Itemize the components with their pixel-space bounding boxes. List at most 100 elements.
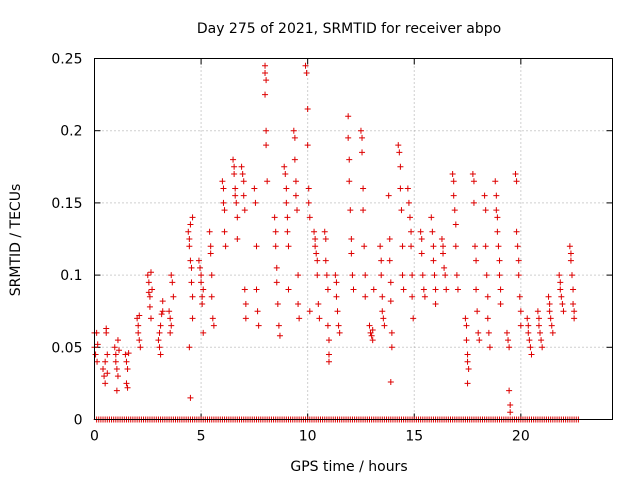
data-point (524, 315, 531, 322)
data-point (103, 329, 110, 336)
data-point (567, 250, 574, 257)
data-point (271, 214, 278, 221)
data-point (483, 272, 490, 279)
data-point (421, 293, 428, 300)
data-point (345, 134, 352, 141)
data-point (464, 351, 471, 358)
data-point (170, 293, 177, 300)
data-point (159, 298, 166, 305)
data-point (322, 236, 329, 242)
data-point (333, 293, 340, 300)
data-point (252, 199, 259, 206)
data-point (463, 337, 470, 344)
data-point (397, 185, 404, 192)
data-point (492, 178, 499, 185)
data-point (292, 178, 299, 185)
data-point (197, 264, 204, 271)
data-point (347, 207, 354, 214)
data-point (409, 293, 416, 300)
data-point (463, 322, 470, 329)
data-point (325, 358, 332, 365)
data-point (296, 315, 303, 322)
data-point (452, 243, 459, 250)
data-point (497, 300, 504, 307)
data-point (438, 236, 445, 242)
data-point (144, 272, 151, 279)
data-point (284, 214, 291, 221)
data-point (199, 300, 206, 307)
data-point (253, 243, 260, 250)
data-point (495, 243, 502, 250)
data-point (516, 293, 523, 300)
data-point (470, 178, 477, 185)
data-point (399, 272, 406, 279)
data-point (241, 207, 248, 214)
data-point (462, 315, 469, 322)
data-point (473, 257, 480, 264)
data-point (334, 308, 341, 315)
data-point (231, 171, 238, 178)
data-point (135, 322, 142, 329)
data-point (379, 293, 386, 300)
data-point (145, 289, 152, 296)
data-point (418, 250, 425, 257)
data-point (400, 286, 407, 293)
data-point (443, 286, 450, 293)
data-point (137, 344, 144, 351)
y-tick-label: 0 (74, 413, 83, 429)
data-point (198, 279, 205, 286)
data-point (484, 315, 491, 322)
data-point (440, 243, 447, 250)
data-point (378, 272, 385, 279)
data-point (535, 315, 542, 322)
data-point (94, 358, 101, 365)
data-point (547, 315, 554, 322)
data-point (325, 351, 332, 358)
data-point (377, 243, 384, 250)
data-point (113, 365, 120, 372)
data-point (125, 350, 132, 357)
data-point (558, 293, 565, 300)
data-point (397, 163, 404, 170)
data-point (114, 373, 121, 380)
data-point (304, 142, 311, 149)
data-point (314, 272, 321, 279)
data-point (232, 185, 239, 192)
data-point (104, 370, 111, 377)
data-point (570, 300, 577, 307)
data-point (272, 243, 279, 250)
data-point (156, 344, 163, 351)
data-point (484, 293, 491, 300)
data-point (94, 341, 101, 348)
data-point (272, 228, 279, 235)
data-point (369, 337, 376, 344)
data-point (370, 286, 377, 293)
data-point (124, 365, 131, 372)
data-point (507, 409, 514, 416)
data-point (198, 272, 205, 279)
data-point (567, 257, 574, 264)
data-point (253, 286, 260, 293)
data-point (146, 293, 153, 300)
data-point (305, 185, 312, 192)
data-point (545, 293, 552, 300)
data-point (368, 332, 375, 339)
data-point (113, 387, 120, 394)
data-point (189, 315, 196, 322)
data-point (281, 163, 288, 170)
data-point (167, 329, 174, 336)
data-point (408, 228, 415, 235)
data-point (482, 243, 489, 250)
data-point (513, 228, 520, 235)
data-point (493, 192, 500, 199)
data-point (528, 351, 535, 358)
data-point (220, 185, 227, 192)
data-point (304, 106, 311, 113)
data-point (230, 156, 237, 163)
data-point (100, 365, 107, 372)
data-point (442, 272, 449, 279)
data-point (294, 207, 301, 214)
data-point (273, 264, 280, 271)
data-point (348, 250, 355, 257)
data-point (417, 228, 424, 235)
